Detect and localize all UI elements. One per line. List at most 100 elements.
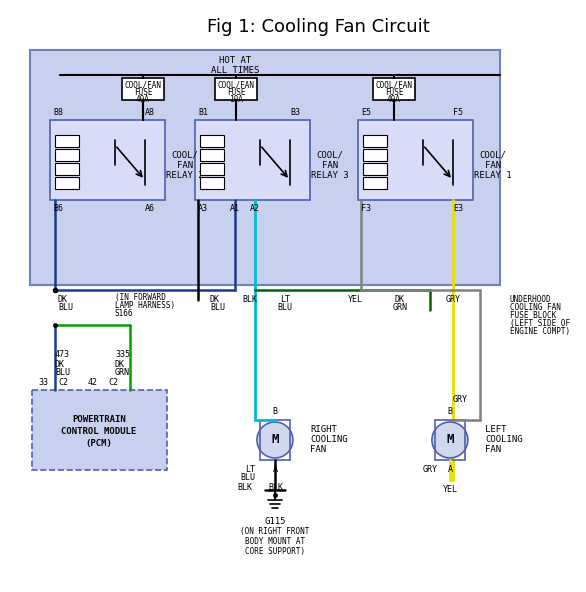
Text: DK: DK (58, 295, 68, 304)
Text: (ON RIGHT FRONT: (ON RIGHT FRONT (240, 527, 309, 536)
Text: 40A: 40A (136, 95, 150, 104)
Bar (363, 177, 387, 189)
Text: FAN: FAN (322, 160, 338, 169)
Text: GRY: GRY (452, 395, 468, 404)
Text: (PCM): (PCM) (86, 439, 113, 449)
Text: RELAY 1: RELAY 1 (474, 170, 512, 179)
Text: GRN: GRN (393, 304, 407, 313)
Text: CONTROL MODULE: CONTROL MODULE (62, 427, 137, 436)
Bar (200, 163, 224, 175)
Text: COOL/: COOL/ (479, 150, 506, 159)
Text: B: B (447, 407, 452, 417)
Text: ALL TIMES: ALL TIMES (211, 66, 259, 75)
Text: UNDERHOOD: UNDERHOOD (510, 295, 551, 304)
Text: FAN: FAN (177, 160, 193, 169)
Text: RELAY 3: RELAY 3 (311, 170, 349, 179)
Text: LEFT: LEFT (485, 426, 506, 435)
Text: B: B (272, 407, 277, 417)
Text: B8: B8 (53, 108, 63, 117)
Text: C2: C2 (58, 378, 68, 388)
Text: BODY MOUNT AT: BODY MOUNT AT (245, 538, 305, 546)
Text: E5: E5 (361, 108, 371, 117)
Text: BLK: BLK (237, 484, 253, 493)
Text: FUSE: FUSE (227, 88, 245, 96)
Text: POWERTRAIN: POWERTRAIN (72, 416, 126, 424)
Text: LT: LT (245, 465, 255, 474)
Text: B6: B6 (53, 204, 63, 213)
Text: DK: DK (210, 295, 220, 304)
Circle shape (257, 422, 293, 458)
Text: F3: F3 (361, 204, 371, 213)
Circle shape (432, 422, 468, 458)
Text: COOL/FAN: COOL/FAN (124, 81, 162, 89)
Bar (30, 50, 500, 285)
Text: E3: E3 (453, 204, 463, 213)
Text: COOLING FAN: COOLING FAN (510, 304, 561, 313)
Text: BLK: BLK (243, 295, 257, 304)
Text: RELAY 2: RELAY 2 (166, 170, 204, 179)
Text: 40A: 40A (387, 95, 401, 104)
Text: 42: 42 (88, 378, 98, 388)
Text: 473: 473 (55, 350, 70, 359)
Text: B3: B3 (290, 108, 300, 117)
Text: BLK: BLK (268, 484, 283, 493)
Text: A: A (447, 465, 452, 474)
Text: Fig 1: Cooling Fan Circuit: Fig 1: Cooling Fan Circuit (207, 18, 430, 36)
Text: COOL/: COOL/ (316, 150, 343, 159)
Text: FUSE: FUSE (134, 88, 152, 96)
Text: M: M (446, 433, 454, 446)
Text: BLU: BLU (240, 474, 255, 482)
Text: GRY: GRY (445, 295, 461, 304)
Text: A: A (272, 465, 277, 474)
Bar (32, 390, 167, 470)
Text: BLU: BLU (210, 304, 225, 313)
Text: A2: A2 (250, 204, 260, 213)
Text: A1: A1 (230, 204, 240, 213)
Text: A8: A8 (145, 108, 155, 117)
Bar (195, 120, 310, 200)
Text: FAN: FAN (310, 445, 326, 455)
Text: LAMP HARNESS): LAMP HARNESS) (115, 301, 175, 310)
Bar (373, 78, 415, 100)
Text: 33: 33 (38, 378, 48, 388)
Text: S166: S166 (115, 310, 134, 318)
Bar (55, 149, 79, 161)
Bar (363, 149, 387, 161)
Text: GRN: GRN (115, 368, 130, 378)
Text: YEL: YEL (442, 485, 458, 494)
Text: COOL/FAN: COOL/FAN (217, 81, 254, 89)
Text: RIGHT: RIGHT (310, 426, 337, 435)
Bar (55, 163, 79, 175)
Bar (435, 420, 465, 460)
Bar (363, 135, 387, 147)
Text: (LEFT SIDE OF: (LEFT SIDE OF (510, 320, 570, 329)
Bar (358, 120, 473, 200)
Text: DK: DK (55, 361, 65, 369)
Text: G115: G115 (264, 517, 286, 526)
Text: LT: LT (280, 295, 290, 304)
Text: 335: 335 (115, 350, 130, 359)
Text: BLU: BLU (55, 368, 70, 378)
Text: GRY: GRY (423, 465, 437, 474)
Text: M: M (271, 433, 279, 446)
Text: FUSE: FUSE (384, 88, 403, 96)
Bar (260, 420, 290, 460)
Bar (215, 78, 257, 100)
Text: FAN: FAN (485, 160, 501, 169)
Text: HOT AT: HOT AT (219, 56, 251, 65)
Text: FUSE BLOCK: FUSE BLOCK (510, 311, 556, 320)
Text: BLU: BLU (277, 304, 292, 313)
Text: FAN: FAN (485, 445, 501, 455)
Text: COOLING: COOLING (310, 436, 347, 445)
Text: B1: B1 (198, 108, 208, 117)
Text: 10A: 10A (229, 95, 243, 104)
Text: COOL/FAN: COOL/FAN (376, 81, 413, 89)
Text: ENGINE COMPT): ENGINE COMPT) (510, 327, 570, 336)
Bar (200, 177, 224, 189)
Bar (200, 149, 224, 161)
Text: BLU: BLU (58, 304, 73, 313)
Text: F5: F5 (453, 108, 463, 117)
Text: COOL/: COOL/ (172, 150, 199, 159)
Text: CORE SUPPORT): CORE SUPPORT) (245, 548, 305, 556)
Text: A3: A3 (198, 204, 208, 213)
